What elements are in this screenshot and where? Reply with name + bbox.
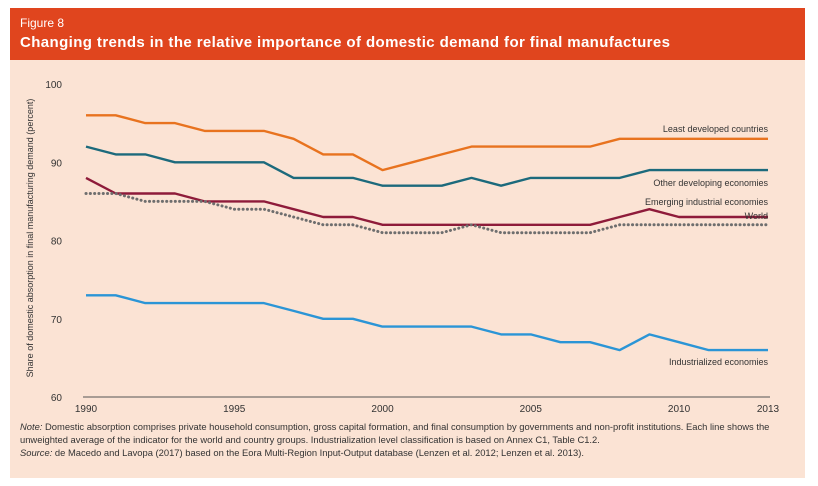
y-axis-title: Share of domestic absorption in final ma… (25, 99, 35, 378)
figure-header: Figure 8 Changing trends in the relative… (10, 8, 805, 60)
x-tick-label: 1990 (75, 404, 98, 415)
source-label: Source: (20, 447, 53, 458)
note-paragraph: Note: Domestic absorption comprises priv… (20, 420, 800, 446)
series-label: Other developing economies (653, 178, 768, 188)
series-line-2 (85, 176, 768, 227)
y-tick-label: 60 (51, 393, 63, 404)
x-tick-label: 2013 (757, 404, 780, 415)
y-tick-label: 100 (45, 80, 62, 91)
series-label: Emerging industrial economies (645, 197, 769, 207)
series-label: World (745, 211, 768, 221)
series-line-0 (86, 114, 768, 172)
y-axis-title-group: Share of domestic absorption in final ma… (25, 99, 35, 378)
y-tick-label: 70 (51, 315, 63, 326)
series-label: Least developed countries (663, 124, 769, 134)
x-tick-label: 2000 (371, 404, 394, 415)
source-text: de Macedo and Lavopa (2017) based on the… (54, 447, 584, 458)
y-tick-labels: 100 90 80 70 60 (45, 80, 62, 404)
series-label: Industrialized economies (669, 357, 769, 367)
x-tick-label: 1995 (223, 404, 246, 415)
x-tick-labels: 1990 1995 2000 2005 2010 2013 (75, 404, 780, 415)
series-line-1 (85, 145, 768, 187)
y-tick-label: 90 (51, 158, 63, 169)
y-tick-label: 80 (51, 237, 63, 248)
figure-number: Figure 8 (20, 16, 65, 30)
figure-title: Changing trends in the relative importan… (20, 34, 671, 51)
series-line-4 (86, 294, 768, 352)
source-paragraph: Source: de Macedo and Lavopa (2017) base… (20, 446, 800, 459)
line-chart: Share of domestic absorption in final ma… (25, 80, 780, 415)
series-line-3 (84, 192, 770, 235)
notes-block: Note: Domestic absorption comprises priv… (20, 420, 800, 459)
series-labels: Least developed countries Other developin… (645, 124, 769, 367)
x-tick-label: 2010 (668, 404, 691, 415)
figure-panel: Figure 8 Changing trends in the relative… (10, 8, 805, 478)
note-text: Domestic absorption comprises private ho… (20, 421, 770, 445)
x-tick-label: 2005 (520, 404, 543, 415)
series-lines (84, 114, 770, 352)
note-label: Note: (20, 421, 43, 432)
